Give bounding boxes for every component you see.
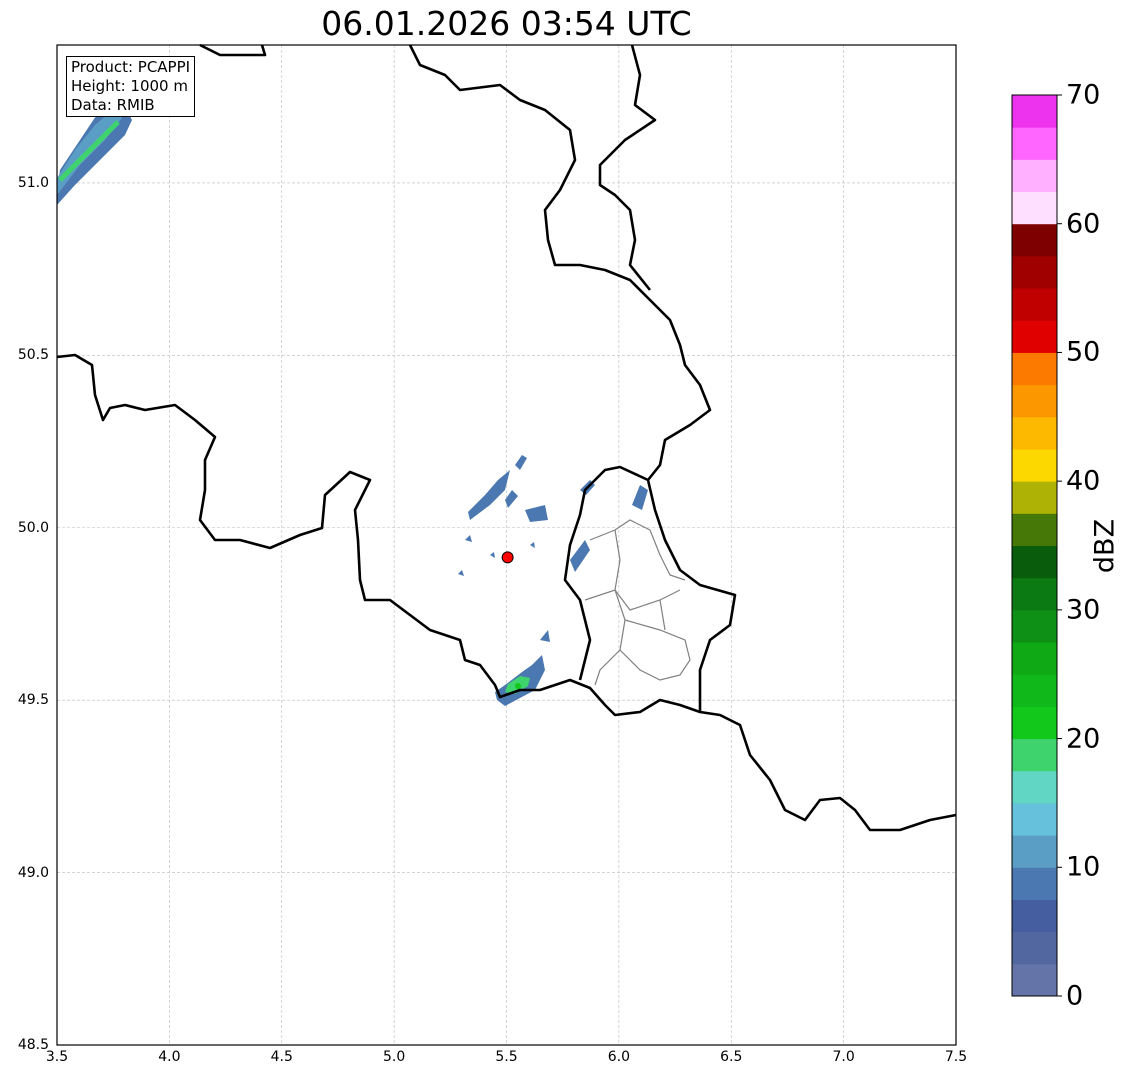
- info-height: Height: 1000 m: [71, 77, 188, 95]
- colorbar-bin: [1012, 706, 1057, 740]
- colorbar-bin: [1012, 642, 1057, 675]
- colorbar-bin: [1012, 320, 1057, 353]
- echo-specks: [458, 455, 648, 642]
- colorbar-bin: [1012, 802, 1057, 836]
- info-data-source: Data: RMIB: [71, 96, 155, 114]
- plot-frame: [56, 44, 957, 1046]
- colorbar-label: dBZ: [1089, 518, 1121, 574]
- colorbar-bin: [1012, 288, 1057, 321]
- colorbar-bin: [1012, 127, 1057, 160]
- colorbar-bin: [1012, 513, 1057, 546]
- colorbar-bin: [1012, 899, 1057, 933]
- colorbar-bin: [1012, 867, 1057, 900]
- x-tick-label: 6.0: [607, 1049, 631, 1065]
- colorbar-bin: [1012, 931, 1057, 965]
- x-tick-label: 6.5: [720, 1049, 743, 1065]
- x-tick-label: 5.5: [495, 1049, 518, 1065]
- colorbar-frame: [1011, 94, 1058, 997]
- colorbar-bin: [1012, 770, 1057, 804]
- luxembourg-districts: [584, 519, 691, 686]
- x-tick-label: 3.5: [45, 1049, 69, 1065]
- colorbar-bin: [1012, 191, 1057, 225]
- border-netherlands-belgium: [408, 44, 712, 681]
- border-luxembourg-germany: [646, 479, 737, 712]
- radar-site-marker: [501, 551, 514, 564]
- colorbar-bin: [1012, 674, 1057, 707]
- colorbar-bin: [1012, 416, 1057, 450]
- colorbar-bin: [1012, 545, 1057, 579]
- colorbar-bin: [1012, 223, 1057, 257]
- colorbar-bin: [1012, 481, 1057, 514]
- colorbar-tick-label: 50: [1066, 336, 1101, 368]
- echo-streak-northwest-green: [58, 120, 120, 182]
- border-belgium-france: [56, 353, 957, 832]
- y-tick-label: 49.0: [17, 864, 49, 881]
- border-netherlands-germany: [598, 44, 657, 291]
- x-tick-label: 5.0: [382, 1049, 406, 1065]
- x-tick-label: 4.0: [158, 1049, 181, 1065]
- colorbar-bin: [1012, 255, 1057, 289]
- x-tick-label: 7.5: [944, 1049, 968, 1065]
- colorbar-tick-label: 60: [1066, 208, 1101, 240]
- colorbar-tick-label: 40: [1066, 465, 1101, 497]
- colorbar: [1011, 94, 1062, 997]
- x-tick-label: 4.5: [270, 1049, 293, 1065]
- colorbar-tick-label: 30: [1066, 594, 1101, 626]
- colorbar-tick-label: 10: [1066, 851, 1101, 883]
- info-product: Product: PCAPPI: [71, 58, 191, 76]
- colorbar-bin: [1012, 352, 1057, 386]
- country-borders: [56, 43, 957, 832]
- colorbar-bin: [1012, 963, 1057, 997]
- colorbar-bin: [1012, 577, 1057, 611]
- y-tick-label: 51.0: [17, 174, 49, 191]
- grid-lines: [56, 45, 957, 1046]
- colorbar-tick-label: 70: [1066, 79, 1101, 111]
- x-tick-label: 7.0: [832, 1049, 855, 1065]
- product-info-box: Product: PCAPPI Height: 1000 m Data: RMI…: [66, 56, 196, 117]
- plot-title: 06.01.2026 03:54 UTC: [321, 4, 692, 43]
- colorbar-bin: [1012, 95, 1057, 128]
- colorbar-bin: [1012, 159, 1057, 193]
- echo-cluster-south-peak: [515, 683, 521, 689]
- y-tick-label: 49.5: [17, 692, 49, 709]
- colorbar-bin: [1012, 384, 1057, 418]
- y-tick-label: 50.5: [17, 347, 49, 364]
- border-northwest-coast: [199, 43, 267, 57]
- colorbar-bin: [1012, 609, 1057, 643]
- y-tick-label: 50.0: [17, 519, 49, 536]
- y-tick-label: 48.5: [17, 1037, 49, 1053]
- colorbar-bin: [1012, 738, 1057, 772]
- colorbar-tick-label: 20: [1066, 723, 1101, 755]
- colorbar-tick-label: 0: [1066, 980, 1084, 1012]
- colorbar-bin: [1012, 448, 1057, 482]
- colorbar-bin: [1012, 835, 1057, 868]
